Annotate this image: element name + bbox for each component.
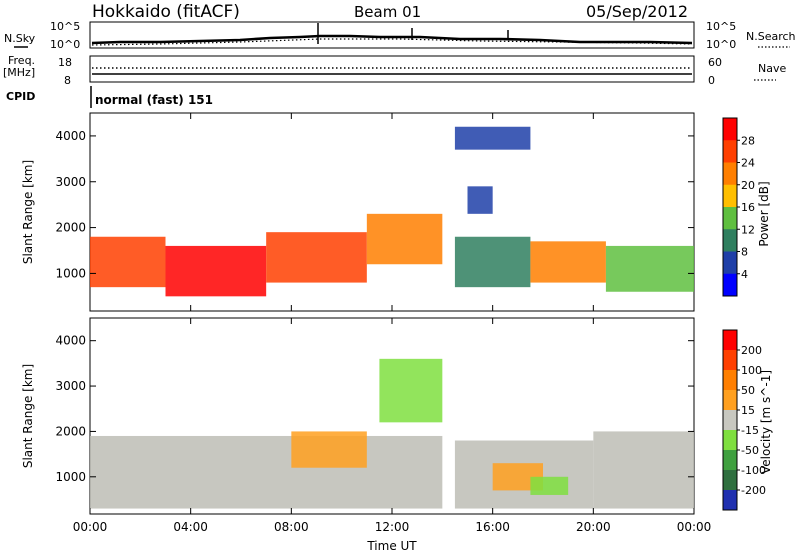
velocity-colorbar-cell <box>723 470 737 491</box>
xtick-label: 04:00 <box>173 520 208 534</box>
xtick-label: 00:00 <box>73 520 108 534</box>
velocity-colorbar-cell <box>723 430 737 451</box>
velocity-ytick-label: 2000 <box>55 424 86 438</box>
velocity-colorbar-cell <box>723 350 737 371</box>
power-band-0 <box>90 236 166 288</box>
nsearch-label: N.Search <box>746 30 796 43</box>
freq-label: Freq. <box>8 54 35 67</box>
velocity-colorbar-tick-label: 100 <box>741 364 762 377</box>
power-ytick-label: 1000 <box>55 266 86 280</box>
velocity-colorbar: 200 100 50 15 -15 -50 -100 -200 <box>722 329 766 511</box>
velocity-colorbar-cell <box>723 410 737 431</box>
power-colorbar-cell <box>723 184 737 208</box>
time-xaxis: 00:00 04:00 08:00 12:00 16:00 20:00 00:00 <box>73 113 712 534</box>
freq-right-tick-bottom: 0 <box>708 74 715 87</box>
velocity-colorbar-cell <box>723 390 737 411</box>
freq-panel <box>89 55 695 83</box>
power-colorbar-tick-label: 16 <box>741 201 755 214</box>
velocity-colorbar-cell <box>723 370 737 391</box>
velocity-colorbar-tick-label: 15 <box>741 404 755 417</box>
power-colorbar-cell <box>723 273 737 297</box>
power-colorbar-tick-label: 20 <box>741 179 755 192</box>
power-yaxis: 1000 2000 3000 4000 <box>55 129 694 280</box>
velocity-colorbar-tick-label: -100 <box>741 464 766 477</box>
nsky-label: N.Sky <box>4 32 36 45</box>
power-band-7 <box>454 126 531 150</box>
beam-title: Beam 01 <box>354 3 421 21</box>
power-colorbar-cell <box>723 207 737 230</box>
power-ytick-label: 2000 <box>55 221 86 235</box>
velocity-colorbar-label: Velocity [m s^-1] <box>759 370 773 474</box>
velocity-colorbar-tick-label: -200 <box>741 484 766 497</box>
velocity-data-layer <box>90 358 694 509</box>
noise-right-tick-bottom: 10^0 <box>706 38 736 51</box>
power-colorbar-cell <box>723 251 737 275</box>
nave-label: Nave <box>758 62 786 75</box>
power-colorbar-cell <box>723 118 737 141</box>
xtick-label: 12:00 <box>375 520 410 534</box>
time-xlabel: Time UT <box>366 539 417 553</box>
xtick-label: 20:00 <box>576 520 611 534</box>
power-colorbar-tick-label: 8 <box>741 246 748 259</box>
xtick-label: 16:00 <box>475 520 510 534</box>
velocity-colorbar-tick-label: 50 <box>741 384 755 397</box>
velocity-colorbar-cell <box>723 490 737 511</box>
velocity-band-0 <box>90 435 443 509</box>
velocity-band-6 <box>379 358 443 423</box>
velocity-band-5 <box>593 431 694 509</box>
velocity-yaxis: 1000 2000 3000 4000 <box>55 334 694 484</box>
xtick-label: 00:00 <box>677 520 712 534</box>
velocity-colorbar-cell <box>723 450 737 471</box>
freq-right-tick-top: 60 <box>708 56 722 69</box>
power-colorbar: 4 8 12 16 20 24 28 <box>722 117 755 297</box>
power-colorbar-cell <box>723 162 737 186</box>
velocity-ytick-label: 4000 <box>55 334 86 348</box>
xtick-label: 08:00 <box>274 520 309 534</box>
velocity-ytick-label: 1000 <box>55 470 86 484</box>
freq-left-tick-top: 18 <box>58 56 72 69</box>
velocity-colorbar-cell <box>723 330 737 351</box>
cpid-text: normal (fast) 151 <box>95 93 213 107</box>
power-ytick-label: 4000 <box>55 129 86 143</box>
velocity-colorbar-tick-label: -50 <box>741 444 759 457</box>
power-band-8 <box>467 186 493 214</box>
power-colorbar-cell <box>723 229 737 252</box>
power-band-1 <box>165 245 267 297</box>
power-colorbar-label: Power [dB] <box>757 181 771 246</box>
power-band-4 <box>454 236 531 288</box>
cpid-label: CPID <box>6 90 35 103</box>
power-colorbar-cell <box>723 140 737 163</box>
power-colorbar-tick-label: 28 <box>741 134 755 147</box>
velocity-colorbar-tick-label: -15 <box>741 424 759 437</box>
velocity-colorbar-tick-label: 200 <box>741 344 762 357</box>
velocity-ytick-label: 3000 <box>55 379 86 393</box>
power-colorbar-tick-label: 24 <box>741 157 755 170</box>
noise-search-trace <box>91 38 693 46</box>
power-colorbar-tick-label: 4 <box>741 268 748 281</box>
noise-left-tick-top: 10^5 <box>50 20 80 33</box>
station-title: Hokkaido (fitACF) <box>92 2 240 22</box>
power-band-2 <box>266 232 367 283</box>
power-band-5 <box>530 241 606 283</box>
velocity-band-1 <box>291 431 367 468</box>
freq-unit-label: [MHz] <box>3 66 35 79</box>
noise-right-tick-top: 10^5 <box>706 20 736 33</box>
power-band-3 <box>366 213 443 265</box>
velocity-colorbar-frame <box>722 329 738 511</box>
power-band-6 <box>605 245 694 292</box>
noise-left-tick-bottom: 10^0 <box>50 38 80 51</box>
power-ylabel: Slant Range [km] <box>21 160 35 264</box>
noise-panel <box>89 21 695 49</box>
power-ytick-label: 3000 <box>55 175 86 189</box>
power-data-layer <box>90 126 694 297</box>
date-title: 05/Sep/2012 <box>586 2 688 21</box>
velocity-band-4 <box>530 476 569 495</box>
velocity-ylabel: Slant Range [km] <box>21 364 35 468</box>
power-colorbar-tick-label: 12 <box>741 223 755 236</box>
freq-left-tick-bottom: 8 <box>64 74 71 87</box>
